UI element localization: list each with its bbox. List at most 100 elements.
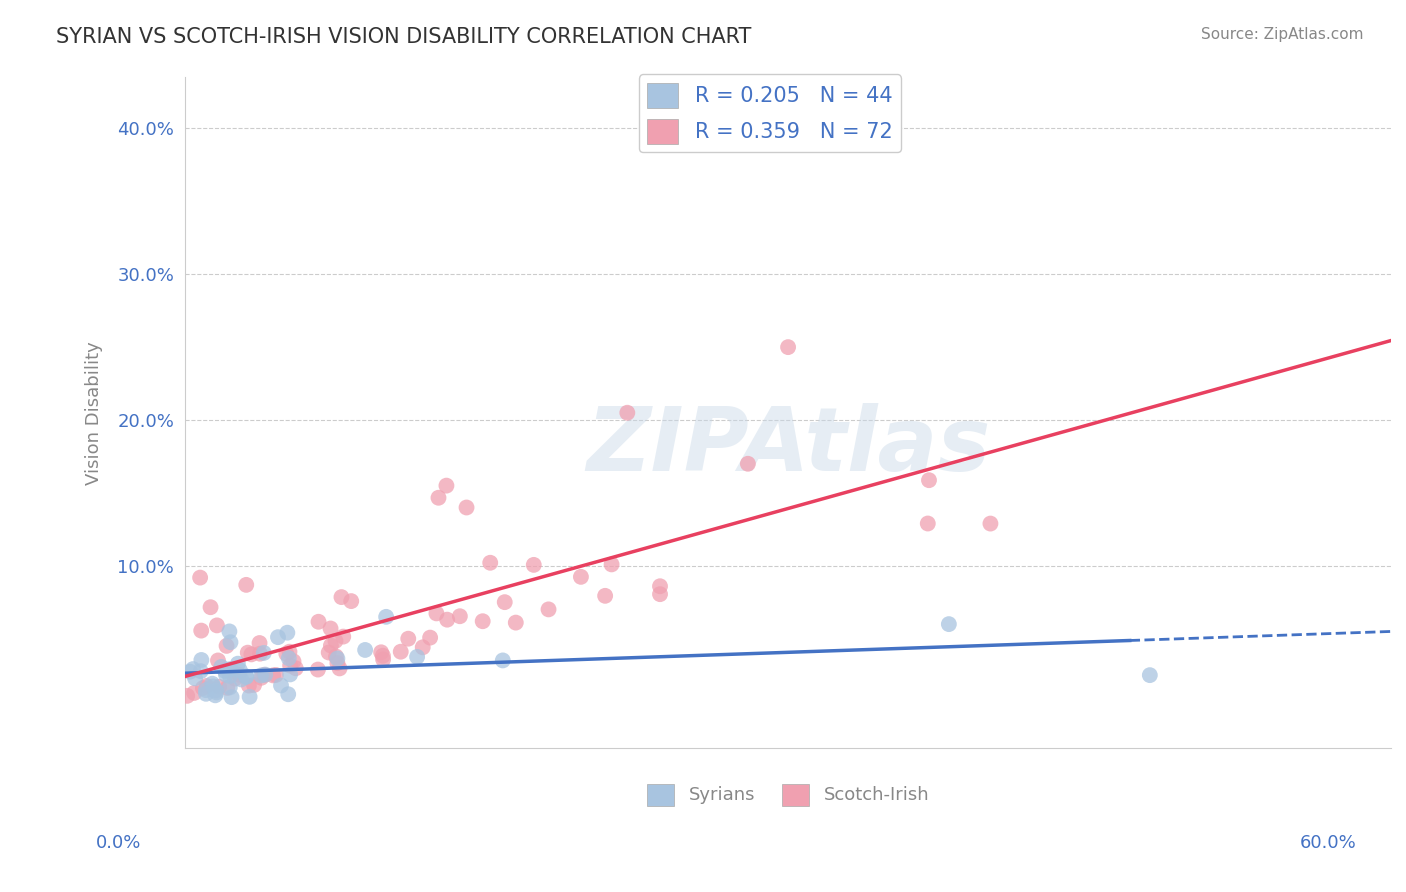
Point [427, 491, 450, 505]
Point [253, 646, 276, 660]
Point [235, 670, 257, 684]
Point [276, 625, 298, 640]
Point [235, 669, 257, 683]
Point [184, 671, 207, 685]
Point [190, 664, 212, 678]
Point [208, 680, 231, 694]
Point [207, 653, 229, 667]
Point [325, 633, 347, 648]
Point [249, 647, 271, 661]
Point [1139, 668, 1161, 682]
Point [278, 658, 301, 673]
Point [195, 679, 218, 693]
Point [523, 558, 546, 572]
Y-axis label: Vision Disability: Vision Disability [86, 341, 103, 484]
Point [600, 558, 623, 572]
Point [979, 516, 1001, 531]
Point [371, 652, 394, 666]
Point [253, 668, 276, 682]
Point [436, 478, 458, 492]
Text: ZIPAtlas: ZIPAtlas [586, 403, 990, 490]
Point [228, 667, 250, 681]
Point [449, 609, 471, 624]
Point [209, 660, 232, 674]
Point [226, 657, 249, 671]
Point [436, 613, 458, 627]
Point [505, 615, 527, 630]
Point [307, 663, 329, 677]
Point [319, 639, 342, 653]
Point [218, 669, 240, 683]
Point [371, 648, 394, 663]
Point [270, 678, 292, 692]
Point [537, 602, 560, 616]
Point [778, 340, 800, 354]
Point [229, 663, 252, 677]
Point [406, 649, 429, 664]
Point [456, 500, 478, 515]
Point [425, 607, 447, 621]
Point [471, 614, 494, 628]
Point [250, 671, 273, 685]
Point [205, 683, 228, 698]
Legend: Syrians, Scotch-Irish: Syrians, Scotch-Irish [640, 776, 936, 813]
Point [325, 649, 347, 664]
Point [201, 676, 224, 690]
Point [179, 665, 201, 679]
Point [917, 516, 939, 531]
Point [249, 636, 271, 650]
Point [479, 556, 502, 570]
Text: SYRIAN VS SCOTCH-IRISH VISION DISABILITY CORRELATION CHART: SYRIAN VS SCOTCH-IRISH VISION DISABILITY… [56, 27, 752, 46]
Point [240, 648, 263, 662]
Point [239, 690, 262, 704]
Point [250, 668, 273, 682]
Point [569, 570, 592, 584]
Point [204, 688, 226, 702]
Point [328, 661, 350, 675]
Point [389, 645, 412, 659]
Point [218, 681, 240, 695]
Point [217, 663, 239, 677]
Point [243, 678, 266, 692]
Point [277, 651, 299, 665]
Point [181, 662, 204, 676]
Point [194, 683, 217, 698]
Point [412, 640, 434, 655]
Point [183, 686, 205, 700]
Point [219, 662, 242, 676]
Point [918, 473, 941, 487]
Point [202, 680, 225, 694]
Point [188, 571, 211, 585]
Point [375, 610, 398, 624]
Point [190, 624, 212, 638]
Point [354, 643, 377, 657]
Point [593, 589, 616, 603]
Point [308, 615, 330, 629]
Point [215, 667, 238, 681]
Point [326, 656, 349, 670]
Point [648, 587, 671, 601]
Point [254, 667, 277, 681]
Point [176, 689, 198, 703]
Point [231, 673, 253, 687]
Point [283, 654, 305, 668]
Point [340, 594, 363, 608]
Point [938, 617, 960, 632]
Point [332, 630, 354, 644]
Point [276, 647, 298, 661]
Point [195, 687, 218, 701]
Point [267, 630, 290, 644]
Point [217, 681, 239, 695]
Point [396, 632, 419, 646]
Point [205, 618, 228, 632]
Point [221, 690, 243, 705]
Point [205, 685, 228, 699]
Point [319, 622, 342, 636]
Point [191, 681, 214, 695]
Text: 60.0%: 60.0% [1301, 834, 1357, 852]
Point [236, 646, 259, 660]
Point [318, 646, 340, 660]
Point [278, 667, 301, 681]
Point [238, 679, 260, 693]
Point [284, 661, 307, 675]
